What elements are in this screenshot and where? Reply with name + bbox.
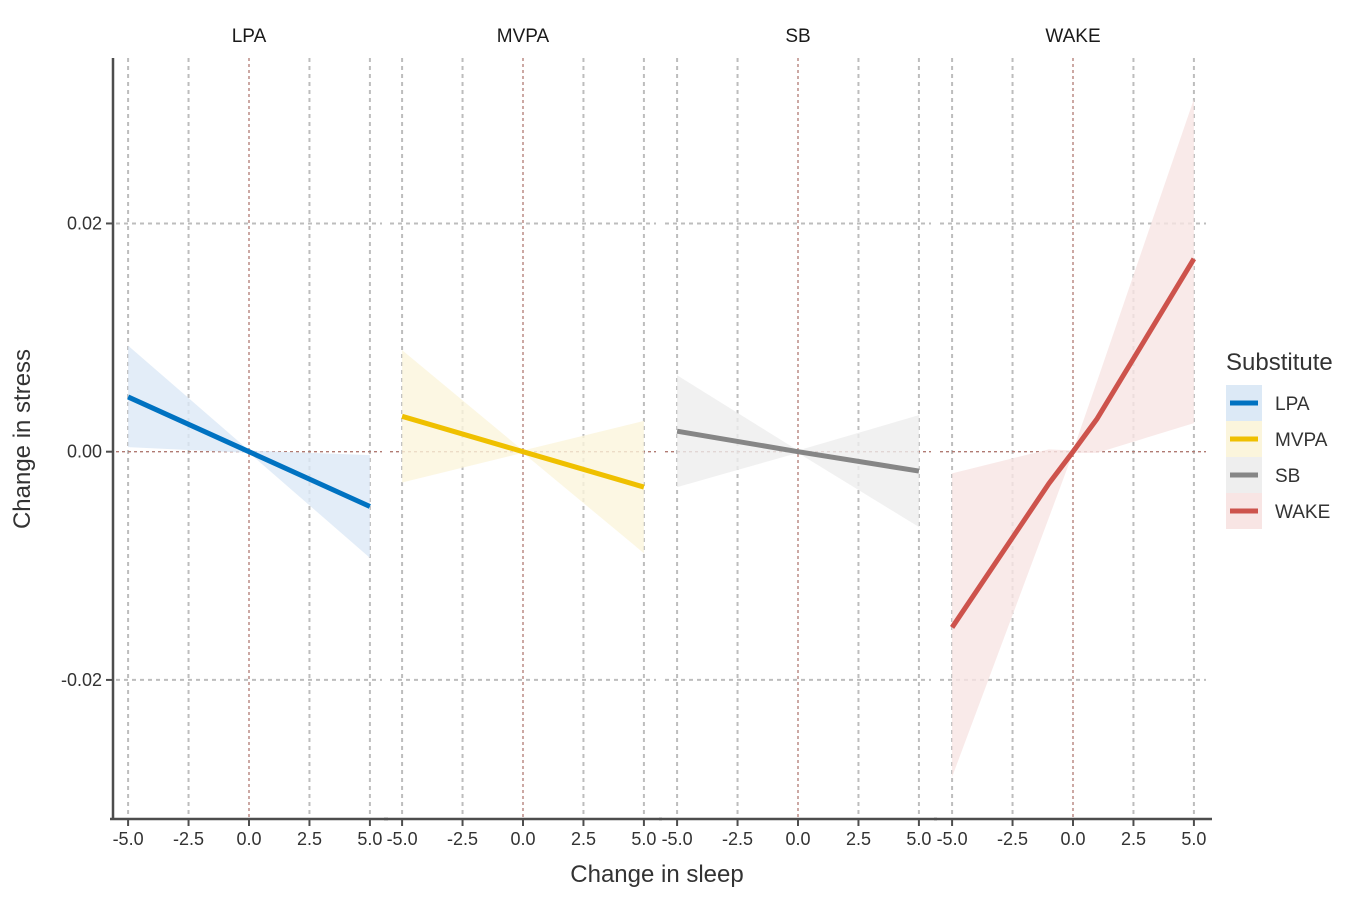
x-tick-label: 5.0 (906, 829, 931, 849)
legend-label: LPA (1275, 394, 1310, 415)
strip-label: WAKE (1045, 26, 1100, 47)
axes-layer: -5.0 -2.5 0.0 2.5 5.0 -5.0 -2.5 0.0 2.5 5.0 -5.0 -2… (61, 58, 1212, 849)
x-tick-label: -5.0 (387, 829, 418, 849)
x-tick-label: 0.0 (236, 829, 261, 849)
legend-item-wake: WAKE (1226, 493, 1330, 529)
legend-label: WAKE (1275, 502, 1330, 523)
x-tick-label: 0.0 (785, 829, 810, 849)
strip-label: LPA (232, 26, 267, 47)
panel-wake: WAKE (940, 26, 1206, 818)
strip-label: SB (785, 26, 810, 47)
x-tick-label: 5.0 (1181, 829, 1206, 849)
panels-layer: LPA MVPA SB WAKE (116, 26, 1206, 818)
x-tick-label: -2.5 (447, 829, 478, 849)
series-line-lpa (127, 394, 371, 509)
panel-mvpa: MVPA (390, 26, 656, 818)
x-tick-label: -5.0 (662, 829, 693, 849)
legend-item-sb: SB (1226, 457, 1300, 493)
x-tick-label: -2.5 (997, 829, 1028, 849)
x-tick-label: 2.5 (297, 829, 322, 849)
x-tick-label: 5.0 (631, 829, 656, 849)
legend-label: SB (1275, 466, 1300, 487)
x-tick-label: 5.0 (357, 829, 382, 849)
x-tick-label: -2.5 (173, 829, 204, 849)
series-line-sb (676, 428, 920, 474)
y-tick-label: 0.02 (67, 213, 102, 233)
legend-item-mvpa: MVPA (1226, 421, 1328, 457)
x-tick-label: -5.0 (937, 829, 968, 849)
legend-item-lpa: LPA (1226, 385, 1310, 421)
x-tick-label: -2.5 (722, 829, 753, 849)
legend-title: Substitute (1226, 349, 1333, 376)
strip-label: MVPA (497, 26, 550, 47)
y-axis-title: Change in stress (9, 349, 36, 529)
panel-lpa: LPA (116, 26, 382, 818)
x-axis-title: Change in sleep (570, 861, 743, 888)
legend-label: MVPA (1275, 430, 1328, 451)
x-tick-label: 2.5 (846, 829, 871, 849)
panel-sb: SB (665, 26, 931, 818)
x-tick-label: 0.0 (510, 829, 535, 849)
y-tick-label: -0.02 (61, 670, 102, 690)
x-tick-label: -5.0 (113, 829, 144, 849)
x-tick-label: 0.0 (1060, 829, 1085, 849)
x-tick-label: 2.5 (1121, 829, 1146, 849)
legend: Substitute LPA MVPA SB WAKE (1226, 349, 1333, 529)
x-tick-label: 2.5 (571, 829, 596, 849)
y-tick-label: 0.00 (67, 442, 102, 462)
series-line-mvpa (401, 413, 645, 490)
series-line-wake (950, 257, 1197, 629)
confidence-band-wake (952, 99, 1194, 777)
